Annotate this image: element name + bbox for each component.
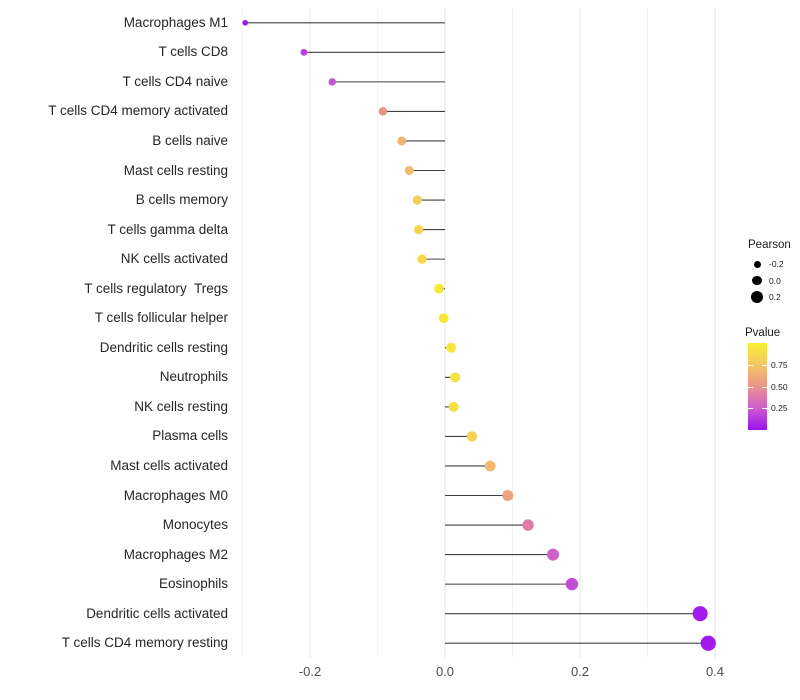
colorbar-tick [762, 386, 767, 388]
category-label: NK cells activated [120, 251, 228, 267]
lollipop-dot [448, 401, 459, 412]
x-tick-label: 0.4 [705, 664, 725, 679]
lollipop-dot [328, 78, 337, 86]
category-label: T cells follicular helper [94, 310, 228, 326]
lollipop-dot [404, 165, 414, 176]
category-label: T cells CD4 naive [122, 73, 228, 89]
category-label: Macrophages M2 [123, 546, 228, 562]
category-label: B cells memory [135, 192, 228, 208]
lollipop-dot [692, 606, 708, 622]
category-label: T cells CD4 memory activated [48, 103, 228, 119]
pearson-legend-dot [752, 275, 762, 286]
category-label: Macrophages M1 [123, 14, 228, 30]
category-label: Eosinophils [158, 576, 228, 592]
colorbar-tick-label: 0.50 [771, 381, 788, 392]
category-label: Macrophages M0 [123, 487, 228, 503]
pearson-legend-label: -0.2 [769, 259, 784, 269]
colorbar-tick [762, 364, 767, 366]
category-label: T cells CD4 memory resting [61, 635, 228, 651]
colorbar-tick-label: 0.25 [771, 403, 788, 414]
category-label: T cells regulatory Tregs [84, 280, 228, 296]
lollipop-dot [466, 431, 478, 442]
lollipop-dot [397, 136, 407, 146]
x-tick-label: 0.2 [570, 664, 590, 679]
colorbar-tick-label: 0.75 [771, 359, 788, 370]
lollipop-dot [434, 283, 444, 294]
lollipop-dot [565, 577, 579, 591]
category-label: T cells gamma delta [107, 221, 228, 237]
lollipop-dot [546, 548, 560, 561]
category-label: NK cells resting [134, 398, 228, 414]
lollipop-dot [700, 635, 716, 651]
lollipop-dot [378, 107, 388, 116]
lollipop-dot [417, 254, 427, 264]
x-tick-label: -0.2 [298, 664, 322, 679]
colorbar-tick [762, 408, 767, 410]
lollipop-dot [450, 372, 461, 383]
category-label: Monocytes [162, 517, 228, 533]
lollipop-dot [484, 460, 496, 472]
pearson-legend-dot [753, 260, 761, 268]
lollipop-dot [446, 342, 457, 353]
colorbar-tick [748, 386, 753, 388]
lollipop-dot [522, 519, 534, 531]
category-label: T cells CD8 [158, 44, 228, 60]
category-label: Plasma cells [152, 428, 228, 444]
category-label: Dendritic cells activated [86, 605, 228, 621]
category-label: Neutrophils [159, 369, 228, 385]
colorbar-tick [748, 408, 753, 410]
colorbar-tick [748, 364, 753, 366]
pearson-legend-label: 0.2 [769, 292, 781, 302]
lollipop-dot [412, 195, 422, 205]
category-label: Mast cells resting [123, 162, 228, 178]
pearson-legend-label: 0.0 [769, 275, 781, 286]
category-label: Mast cells activated [110, 457, 228, 473]
category-label: B cells naive [152, 132, 228, 148]
lollipop-dot [502, 489, 514, 502]
lollipop-dot [438, 313, 449, 324]
pearson-legend-dot [750, 290, 764, 304]
category-label: Dendritic cells resting [99, 339, 228, 355]
lollipop-dot [242, 19, 249, 26]
x-tick-label: 0.0 [435, 664, 455, 679]
pvalue-legend-title: Pvalue [745, 327, 781, 339]
lollipop-dot [300, 48, 308, 56]
pearson-legend-title: Pearson [748, 239, 791, 251]
lollipop-dot [414, 224, 424, 235]
